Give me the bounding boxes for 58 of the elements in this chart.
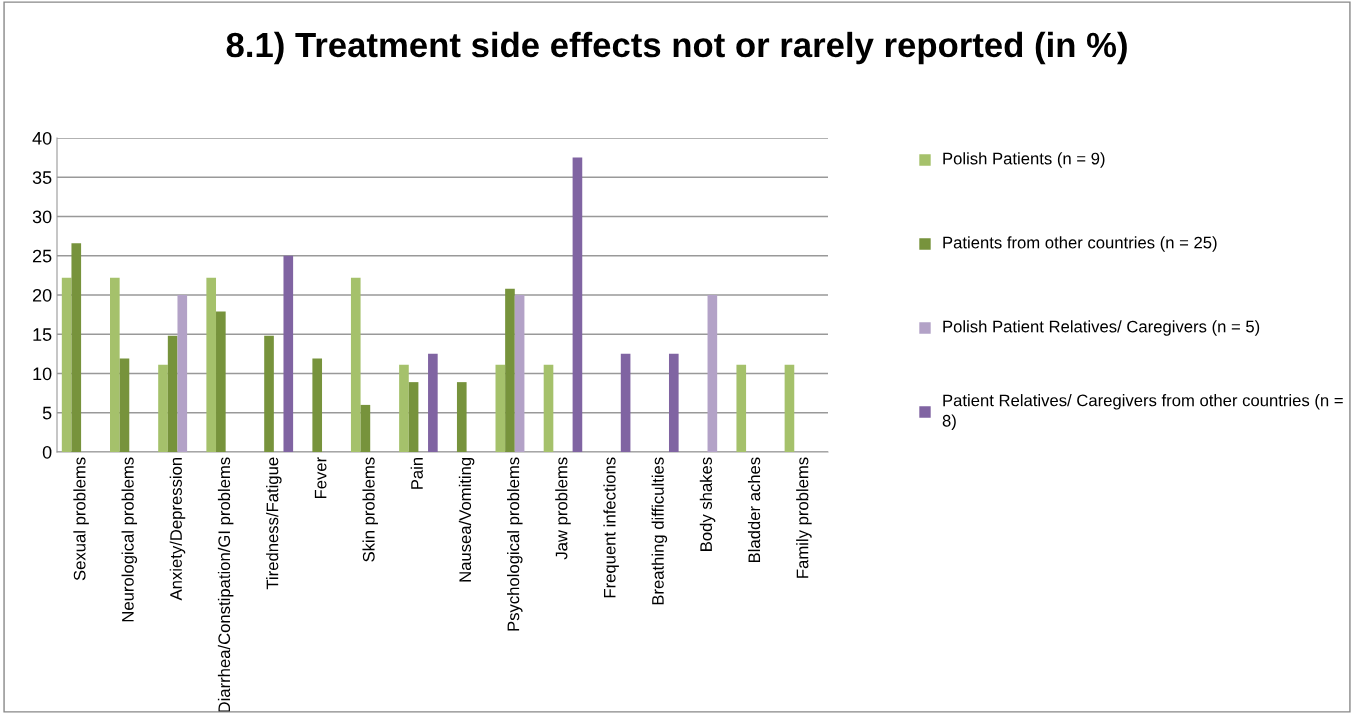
bar bbox=[784, 364, 795, 452]
bar bbox=[167, 335, 178, 452]
bar bbox=[216, 311, 226, 452]
y-tick-label: 20 bbox=[32, 288, 52, 302]
bar bbox=[456, 382, 467, 452]
bar bbox=[572, 157, 583, 452]
x-tick-label: Breathing difficulties bbox=[651, 457, 668, 605]
y-tick-label: 5 bbox=[42, 406, 52, 420]
x-tick-label: Nausea/Vomiting bbox=[458, 457, 475, 582]
bar bbox=[514, 295, 525, 452]
bar bbox=[312, 358, 323, 452]
bar bbox=[177, 295, 188, 452]
x-tick-label: Neurological problems bbox=[121, 457, 138, 622]
bar bbox=[158, 364, 168, 452]
y-tick-label: 0 bbox=[42, 445, 52, 459]
x-tick-label: Anxiety/Depression bbox=[169, 457, 186, 601]
y-tick-label: 10 bbox=[33, 367, 52, 381]
y-tick-label: 35 bbox=[32, 171, 52, 184]
x-tick-label: Psychological problems bbox=[507, 457, 523, 631]
bar bbox=[543, 364, 554, 452]
bar bbox=[707, 295, 718, 452]
x-tick-label: Bladder aches bbox=[747, 457, 761, 563]
bar bbox=[399, 364, 409, 452]
y-tick-label: 25 bbox=[32, 249, 52, 263]
x-tick-label: Fever bbox=[314, 457, 327, 499]
bar bbox=[408, 382, 419, 452]
bar bbox=[110, 277, 120, 452]
bar bbox=[495, 364, 506, 452]
chart-title: 8.1) Treatment side effects not or rarely reported (in %) bbox=[226, 31, 1127, 65]
x-tick-label: Body shakes bbox=[699, 457, 716, 551]
bar bbox=[350, 277, 361, 452]
bar bbox=[71, 243, 82, 452]
x-tick-label: Skin problems bbox=[362, 457, 378, 562]
y-tick-label: 40 bbox=[32, 131, 52, 145]
bar bbox=[206, 277, 217, 452]
x-tick-label: Family problems bbox=[796, 457, 812, 578]
bar bbox=[620, 353, 631, 452]
legend-label: Polish Patient Relatives/ Caregivers (n = 5) bbox=[943, 320, 1260, 336]
legend-label: Patient Relatives/ Caregivers from other countries (n = 8) bbox=[942, 394, 1343, 430]
x-tick-label: Sexual problems bbox=[73, 457, 89, 581]
bar bbox=[264, 335, 274, 452]
bar bbox=[61, 277, 72, 452]
bar bbox=[505, 288, 515, 452]
bar bbox=[736, 364, 747, 452]
x-tick-label: Tiredness/Fatigue bbox=[266, 457, 282, 590]
bar bbox=[119, 358, 130, 452]
x-tick-label: Pain bbox=[410, 457, 423, 489]
bar bbox=[668, 353, 679, 452]
legend-label: Patients from other countries (n = 25) bbox=[943, 236, 1217, 252]
bar bbox=[283, 255, 294, 452]
x-tick-label: Frequent infections bbox=[603, 457, 619, 598]
bar bbox=[428, 353, 438, 452]
y-tick-label: 30 bbox=[32, 210, 52, 224]
x-tick-label: Jaw problems bbox=[555, 457, 571, 560]
legend-label: Polish Patients (n = 9) bbox=[943, 152, 1105, 168]
x-tick-label: Diarrhea/Constipation/GI problems bbox=[217, 457, 234, 713]
y-tick-label: 15 bbox=[33, 328, 52, 341]
bar bbox=[360, 404, 371, 452]
